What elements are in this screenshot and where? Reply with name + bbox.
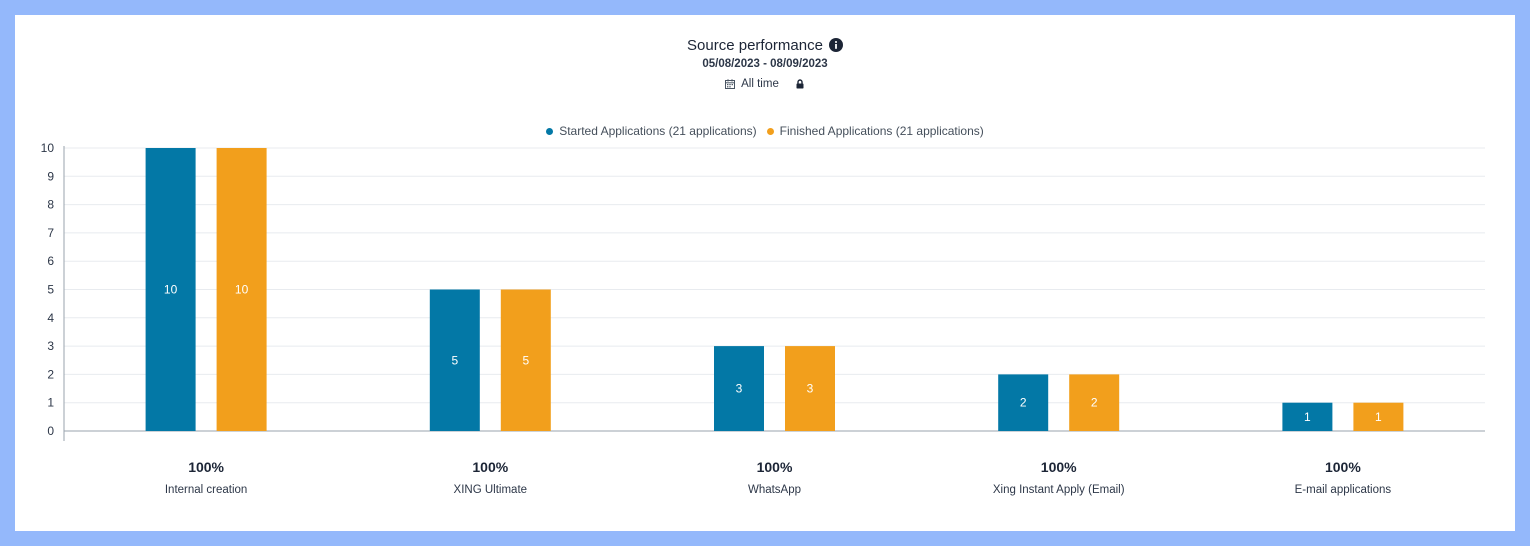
time-filter[interactable]: All time <box>725 78 805 90</box>
lock-icon <box>796 79 804 89</box>
data-label-started: 5 <box>451 353 458 367</box>
bar-finished <box>785 346 835 431</box>
legend-item-started[interactable]: Started Applications (21 applications) <box>546 124 757 138</box>
legend-item-finished[interactable]: Finished Applications (21 applications) <box>766 124 984 138</box>
y-tick-label: 0 <box>47 424 54 438</box>
y-tick-label: 2 <box>47 367 54 381</box>
bar-finished <box>216 148 267 431</box>
bar-finished <box>1353 402 1404 431</box>
data-label-started: 10 <box>164 283 178 297</box>
x-tick-label: WhatsApp <box>748 484 801 496</box>
title-row: Source performance <box>687 35 843 55</box>
time-filter-label: All time <box>741 78 779 90</box>
page-title: Source performance <box>687 36 823 54</box>
category-percentage: 100% <box>1041 459 1077 475</box>
x-tick-label: XING Ultimate <box>454 484 528 496</box>
category-percentage: 100% <box>188 459 224 475</box>
y-tick-label: 8 <box>47 198 54 212</box>
bar-chart: 0 1 2 3 4 5 6 7 8 9 10 10 10 100% Internal creation 5 5 1… <box>41 141 1485 496</box>
data-label-started: 3 <box>736 382 743 396</box>
info-icon[interactable] <box>828 38 843 52</box>
x-tick-label: E-mail applications <box>1295 484 1392 496</box>
bar-finished <box>1069 374 1120 431</box>
legend-label-started: Started Applications (21 applications) <box>559 124 757 138</box>
category-percentage: 100% <box>757 459 793 475</box>
bar-started <box>998 374 1049 431</box>
bar-started <box>1282 402 1333 431</box>
chart-legend: Started Applications (21 applications) F… <box>15 124 1515 138</box>
x-tick-label: Xing Instant Apply (Email) <box>993 484 1125 496</box>
data-label-finished: 3 <box>807 382 814 396</box>
category-percentage: 100% <box>472 459 508 475</box>
data-label-finished: 2 <box>1091 396 1098 410</box>
legend-dot-started <box>546 127 554 135</box>
y-tick-label: 5 <box>47 283 54 297</box>
y-tick-label: 7 <box>47 226 54 240</box>
data-label-finished: 5 <box>522 353 529 367</box>
y-tick-label: 1 <box>47 396 54 410</box>
data-label-finished: 1 <box>1375 410 1382 424</box>
x-tick-label: Internal creation <box>165 484 247 496</box>
category-percentage: 100% <box>1325 459 1361 475</box>
data-label-started: 1 <box>1304 410 1311 424</box>
date-range: 05/08/2023 - 08/09/2023 <box>702 58 828 70</box>
bar-started <box>145 148 196 431</box>
y-tick-label: 10 <box>41 141 55 155</box>
chart-card: 0 1 2 3 4 5 6 7 8 9 10 10 10 100% Internal creation 5 5 1… <box>15 15 1515 531</box>
calendar-icon <box>725 79 736 89</box>
data-label-finished: 10 <box>235 283 249 297</box>
bar-finished <box>500 289 551 431</box>
bar-started <box>429 289 480 431</box>
y-tick-label: 4 <box>47 311 54 325</box>
legend-dot-finished <box>766 127 774 135</box>
y-tick-label: 3 <box>47 339 54 353</box>
y-tick-label: 6 <box>47 254 54 268</box>
legend-label-finished: Finished Applications (21 applications) <box>779 124 984 138</box>
y-tick-label: 9 <box>47 169 54 183</box>
chart-header: Source performance 05/08/2023 - 08/09/20… <box>15 35 1515 94</box>
data-label-started: 2 <box>1020 396 1027 410</box>
bar-started <box>714 346 764 431</box>
